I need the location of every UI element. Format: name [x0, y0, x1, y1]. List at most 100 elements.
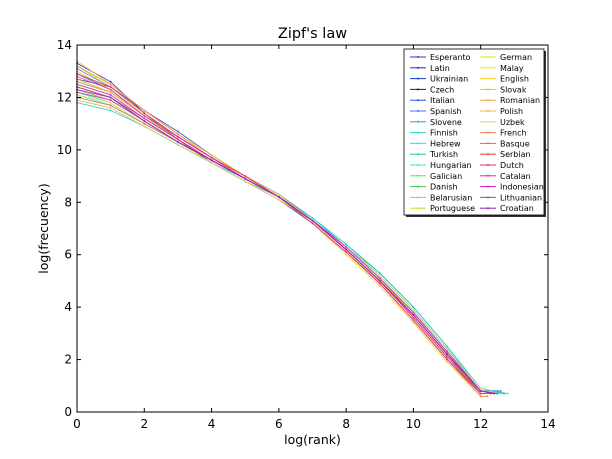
series-line-29 [76, 89, 495, 395]
data-point-15-6 [278, 193, 280, 196]
data-point-16-1 [109, 101, 112, 104]
data-point-28-8 [345, 245, 347, 248]
legend-marker-16 [487, 66, 489, 69]
legend-label-27: Indonesian [500, 183, 544, 192]
legend-marker-3 [417, 88, 419, 91]
legend-label-7: Finnish [430, 129, 458, 138]
data-point-22-12 [479, 395, 482, 398]
y-tick-label-1: 2 [64, 353, 72, 367]
data-point-27-1 [109, 93, 112, 96]
x-tick-label-2: 4 [208, 417, 216, 431]
legend-label-16: Malay [500, 64, 524, 73]
series-line-25 [76, 73, 491, 395]
data-point-29-7 [311, 219, 314, 222]
data-point-9-13 [503, 392, 506, 395]
data-point-9-1 [109, 109, 112, 112]
legend-label-20: Polish [500, 107, 523, 116]
x-tick-label-7: 14 [540, 417, 555, 431]
legend-label-23: Basque [500, 139, 530, 148]
data-point-28-9 [378, 277, 381, 280]
data-point-26-12 [479, 392, 482, 395]
data-point-29-3 [177, 141, 179, 143]
legend-marker-18 [487, 88, 489, 91]
legend-label-8: Hebrew [430, 139, 461, 148]
x-axis-label: log(rank) [284, 432, 341, 447]
legend-label-26: Catalan [500, 172, 531, 181]
data-point-21-9 [378, 274, 381, 277]
data-point-26-4 [210, 156, 213, 159]
x-tick-label-0: 0 [73, 417, 81, 431]
legend-label-12: Danish [430, 183, 458, 192]
data-point-17-9 [378, 285, 381, 288]
legend-marker-17 [487, 77, 489, 80]
data-point-0-3 [177, 130, 179, 133]
data-point-25-1 [109, 86, 112, 88]
data-point-17-10 [412, 322, 415, 324]
data-point-17-4 [210, 154, 213, 157]
data-point-1-1 [109, 80, 112, 83]
legend-marker-0 [417, 56, 419, 58]
data-point-29-4 [210, 159, 213, 162]
data-point-25-10 [412, 319, 415, 322]
legend-marker-29 [487, 207, 489, 210]
legend-marker-22 [487, 131, 489, 134]
data-point-29-12 [479, 390, 482, 392]
data-point-10-8 [345, 243, 347, 246]
legend-marker-25 [487, 164, 489, 166]
data-point-26-2 [143, 114, 146, 117]
data-point-21-12 [479, 387, 482, 390]
legend-label-21: Uzbek [500, 118, 525, 127]
data-point-27-3 [177, 138, 179, 141]
legend-label-24: Serbian [500, 150, 531, 159]
data-point-29-5 [244, 177, 247, 180]
data-point-9-9 [378, 272, 381, 274]
legend-box [403, 48, 545, 216]
chart-title: Zipf's law [278, 26, 347, 42]
legend-label-22: French [500, 129, 527, 138]
data-point-17-11 [446, 361, 448, 364]
data-point-21-3 [177, 143, 179, 146]
data-point-22-3 [177, 133, 179, 136]
series-layer [76, 59, 509, 398]
legend-label-5: Spanish [430, 107, 462, 116]
data-point-25-2 [143, 112, 146, 115]
data-point-28-13 [496, 392, 499, 395]
legend-marker-20 [487, 110, 489, 112]
legend-label-18: Slovak [500, 85, 527, 94]
data-point-23-1 [109, 104, 112, 107]
data-point-23-2 [143, 122, 146, 125]
data-point-21-4 [210, 162, 213, 164]
legend-marker-1 [417, 66, 419, 69]
data-point-29-8 [345, 248, 347, 251]
legend-label-15: German [500, 53, 532, 62]
data-point-29-13 [493, 392, 496, 395]
data-point-28-11 [446, 350, 448, 353]
legend-marker-19 [487, 99, 489, 102]
legend-label-3: Czech [430, 85, 454, 94]
data-point-25-7 [311, 222, 314, 225]
x-tick-label-3: 6 [275, 417, 283, 431]
legend-marker-5 [417, 110, 419, 112]
legend-label-1: Latin [430, 64, 450, 73]
data-point-28-10 [412, 311, 415, 314]
x-tick-label-4: 8 [342, 417, 350, 431]
legend-marker-7 [417, 131, 419, 134]
legend-marker-2 [417, 77, 419, 80]
legend-marker-11 [417, 174, 419, 177]
legend-label-29: Croatian [500, 204, 534, 213]
data-point-28-1 [109, 99, 112, 101]
legend-marker-8 [417, 142, 419, 145]
data-point-29-11 [446, 353, 448, 356]
legend-marker-12 [417, 185, 419, 188]
legend-marker-21 [487, 120, 489, 123]
data-point-17-8 [345, 253, 347, 256]
legend-label-14: Portuguese [430, 204, 475, 213]
data-point-21-1 [109, 107, 112, 109]
legend-label-17: English [500, 75, 529, 84]
legend-marker-28 [487, 196, 489, 199]
axis-ticks: 0 2 4 6 8 10 12 14 0 2 4 6 8 10 12 14 [57, 38, 556, 431]
legend-label-10: Hungarian [430, 161, 472, 170]
y-tick-label-4: 8 [64, 195, 72, 209]
data-point-26-10 [412, 316, 415, 319]
x-tick-label-6: 12 [473, 417, 488, 431]
